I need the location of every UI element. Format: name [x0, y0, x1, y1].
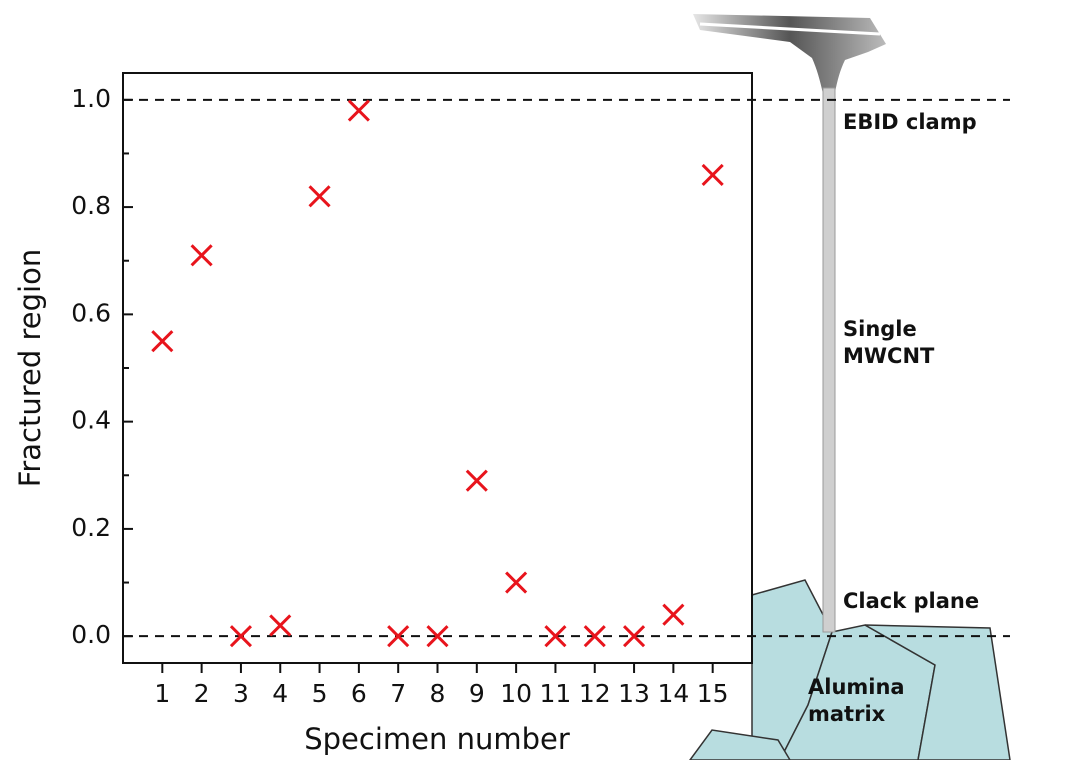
data-point [662, 603, 685, 626]
x-tick-label: 13 [618, 679, 650, 708]
x-tick-label: 4 [272, 679, 288, 708]
data-point [426, 625, 449, 648]
x-tick-label: 9 [469, 679, 485, 708]
data-point [190, 244, 213, 267]
annotation-line: Alumina [808, 675, 905, 699]
data-point [151, 330, 174, 353]
data-point [701, 163, 724, 186]
data-point [583, 625, 606, 648]
data-point [623, 625, 646, 648]
annotation-line: matrix [808, 702, 886, 726]
x-tick-label: 7 [390, 679, 406, 708]
y-tick-label: 1.0 [71, 84, 111, 113]
y-tick-label: 0.4 [71, 406, 111, 435]
data-point [544, 625, 567, 648]
y-tick-label: 0.8 [71, 191, 111, 220]
clamp-highlight [699, 22, 881, 36]
y-tick-label: 0.0 [71, 620, 111, 649]
x-tick-label: 3 [233, 679, 249, 708]
data-point [308, 185, 331, 208]
annotation: EBID clamp [843, 110, 977, 134]
annotation-line: MWCNT [843, 344, 935, 368]
annotation-line: EBID clamp [843, 110, 977, 134]
y-axis-title: Fractured region [13, 249, 47, 487]
data-point [347, 99, 370, 122]
data-point [465, 469, 488, 492]
data-point [387, 625, 410, 648]
mwcnt [822, 87, 836, 633]
x-tick-label: 12 [579, 679, 611, 708]
y-tick-label: 0.6 [71, 298, 111, 327]
x-axis-title: Specimen number [304, 722, 570, 756]
annotation: Alumina matrix [808, 675, 905, 726]
data-point [269, 614, 292, 637]
plot: 0.00.20.40.60.81.01 2 3 4 5 6 7 8 9 10 11 12 13 14 15 [71, 84, 1010, 708]
x-tick-label: 15 [697, 679, 729, 708]
annotation: Single MWCNT [843, 317, 935, 368]
annotation-line: Clack plane [843, 589, 979, 613]
annotation: Clack plane [843, 589, 979, 613]
alumina-grains [688, 579, 1011, 761]
x-tick-label: 14 [657, 679, 689, 708]
x-tick-label: 11 [540, 679, 572, 708]
data-point [229, 625, 252, 648]
data-point [505, 571, 528, 594]
x-tick-label: 8 [430, 679, 446, 708]
x-tick-label: 10 [500, 679, 532, 708]
annotation-line: Single [843, 317, 917, 341]
ebid-clamp [693, 14, 886, 132]
x-tick-label: 1 [154, 679, 170, 708]
x-tick-label: 5 [312, 679, 328, 708]
x-tick-label: 2 [194, 679, 210, 708]
y-tick-label: 0.2 [71, 513, 111, 542]
x-tick-label: 6 [351, 679, 367, 708]
plot-frame [122, 72, 753, 664]
